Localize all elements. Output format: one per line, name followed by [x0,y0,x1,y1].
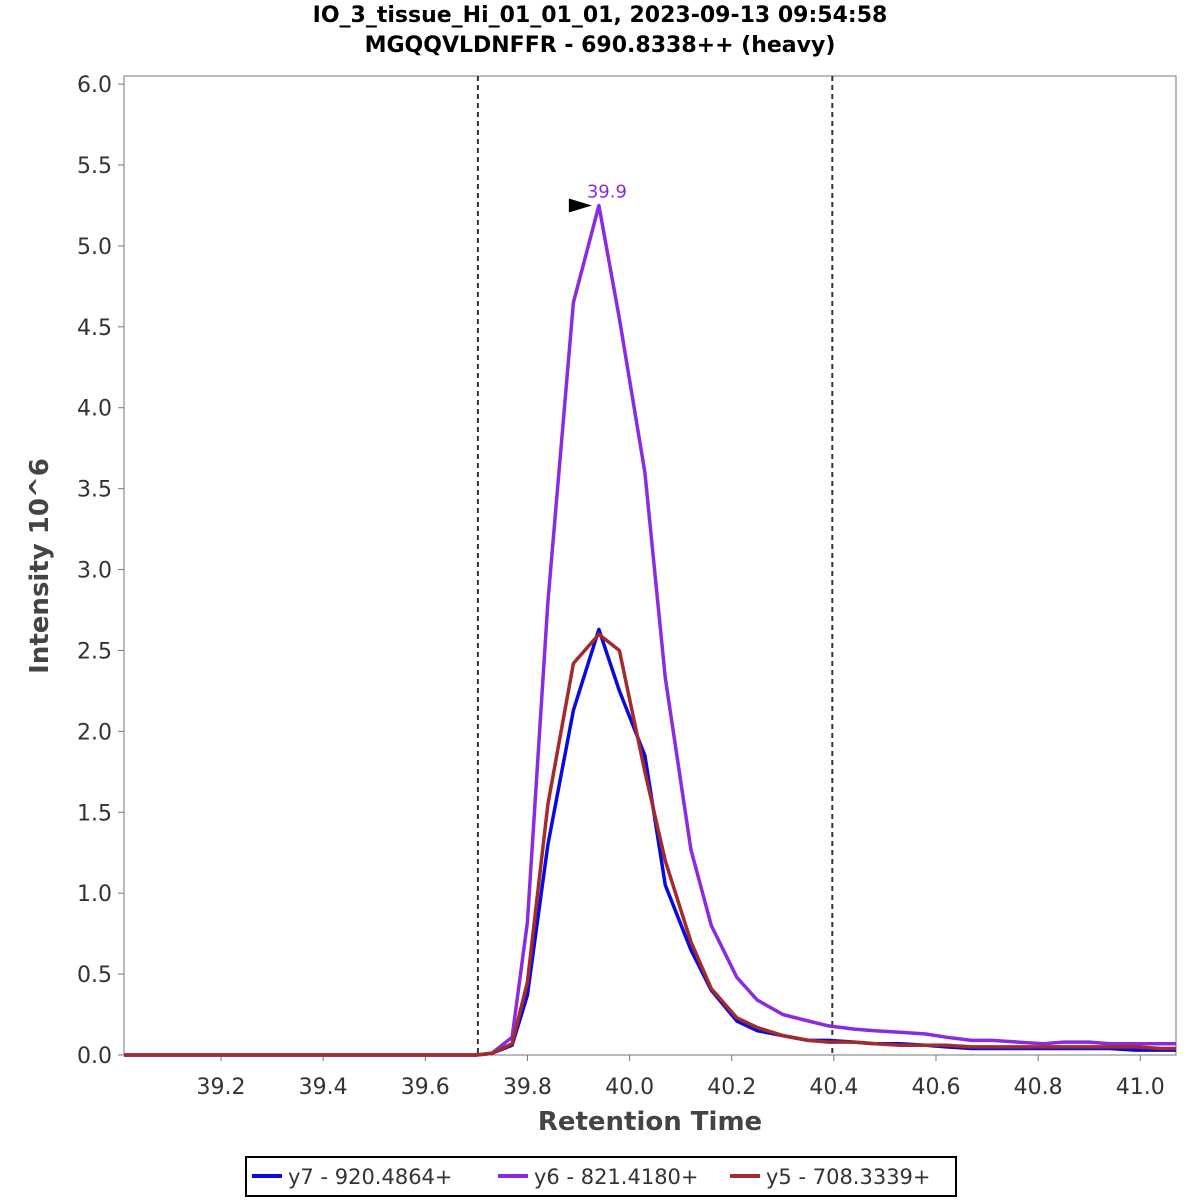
y-tick-label-8: 4.0 [77,397,112,422]
y-tick-label-1: 0.5 [77,963,112,988]
peak-boundaries [476,76,834,1055]
x-tick-label-1: 39.4 [299,1075,348,1100]
y-tick-label-7: 3.5 [77,478,112,503]
y-tick-label-0: 0.0 [77,1044,112,1069]
legend-label-1: y6 - 821.4180+ [534,1165,699,1189]
legend-box [245,1156,957,1197]
y-tick-label-4: 2.0 [77,720,112,745]
x-tick-label-9: 41.0 [1116,1075,1165,1100]
x-axis-title: Retention Time [538,1107,762,1137]
x-tick-label-8: 40.8 [1014,1075,1063,1100]
y-tick-label-5: 2.5 [77,639,112,664]
x-tick-label-3: 39.8 [503,1075,552,1100]
y-tick-label-12: 6.0 [77,73,112,98]
x-tick-label-0: 39.2 [197,1075,246,1100]
y-tick-label-3: 1.5 [77,801,112,826]
peak-label: 39.9 [587,181,627,202]
y-tick-label-6: 3.0 [77,559,112,584]
legend-label-0: y7 - 920.4864+ [288,1165,453,1189]
x-tick-label-7: 40.6 [911,1075,960,1100]
series-line-2 [124,632,1176,1057]
y-tick-label-11: 5.5 [77,154,112,179]
chart-subtitle: MGQQVLDNFFR - 690.8338++ (heavy) [365,33,836,58]
y-axis-ticks: 0.0 0.5 1.0 1.5 2.0 2.5 3.0 3.5 4.0 4.5 5.0 5.5 6.0 [77,73,124,1069]
x-axis-ticks: 39.2 39.4 39.6 39.8 40.0 40.2 40.4 40.6 40.8 41.0 [197,1055,1165,1100]
y-tick-label-10: 5.0 [77,235,112,260]
y-tick-label-9: 4.5 [77,316,112,341]
y-tick-label-2: 1.0 [77,882,112,907]
y-axis-title: Intensity 10^6 [25,458,55,674]
chart-title: IO_3_tissue_Hi_01_01_01, 2023-09-13 09:5… [313,3,888,28]
plot-area [123,75,1177,1056]
legend: y7 - 920.4864+ y6 - 821.4180+ y5 - 708.333… [252,1165,931,1189]
legend-label-2: y5 - 708.3339+ [766,1165,931,1189]
peak-arrow [568,198,592,213]
peak-annotation: 39.9 [568,181,627,213]
x-tick-label-4: 40.0 [605,1075,654,1100]
x-tick-label-6: 40.4 [809,1075,858,1100]
series-lines [124,203,1176,1057]
x-tick-label-2: 39.6 [401,1075,450,1100]
x-tick-label-5: 40.2 [707,1075,756,1100]
